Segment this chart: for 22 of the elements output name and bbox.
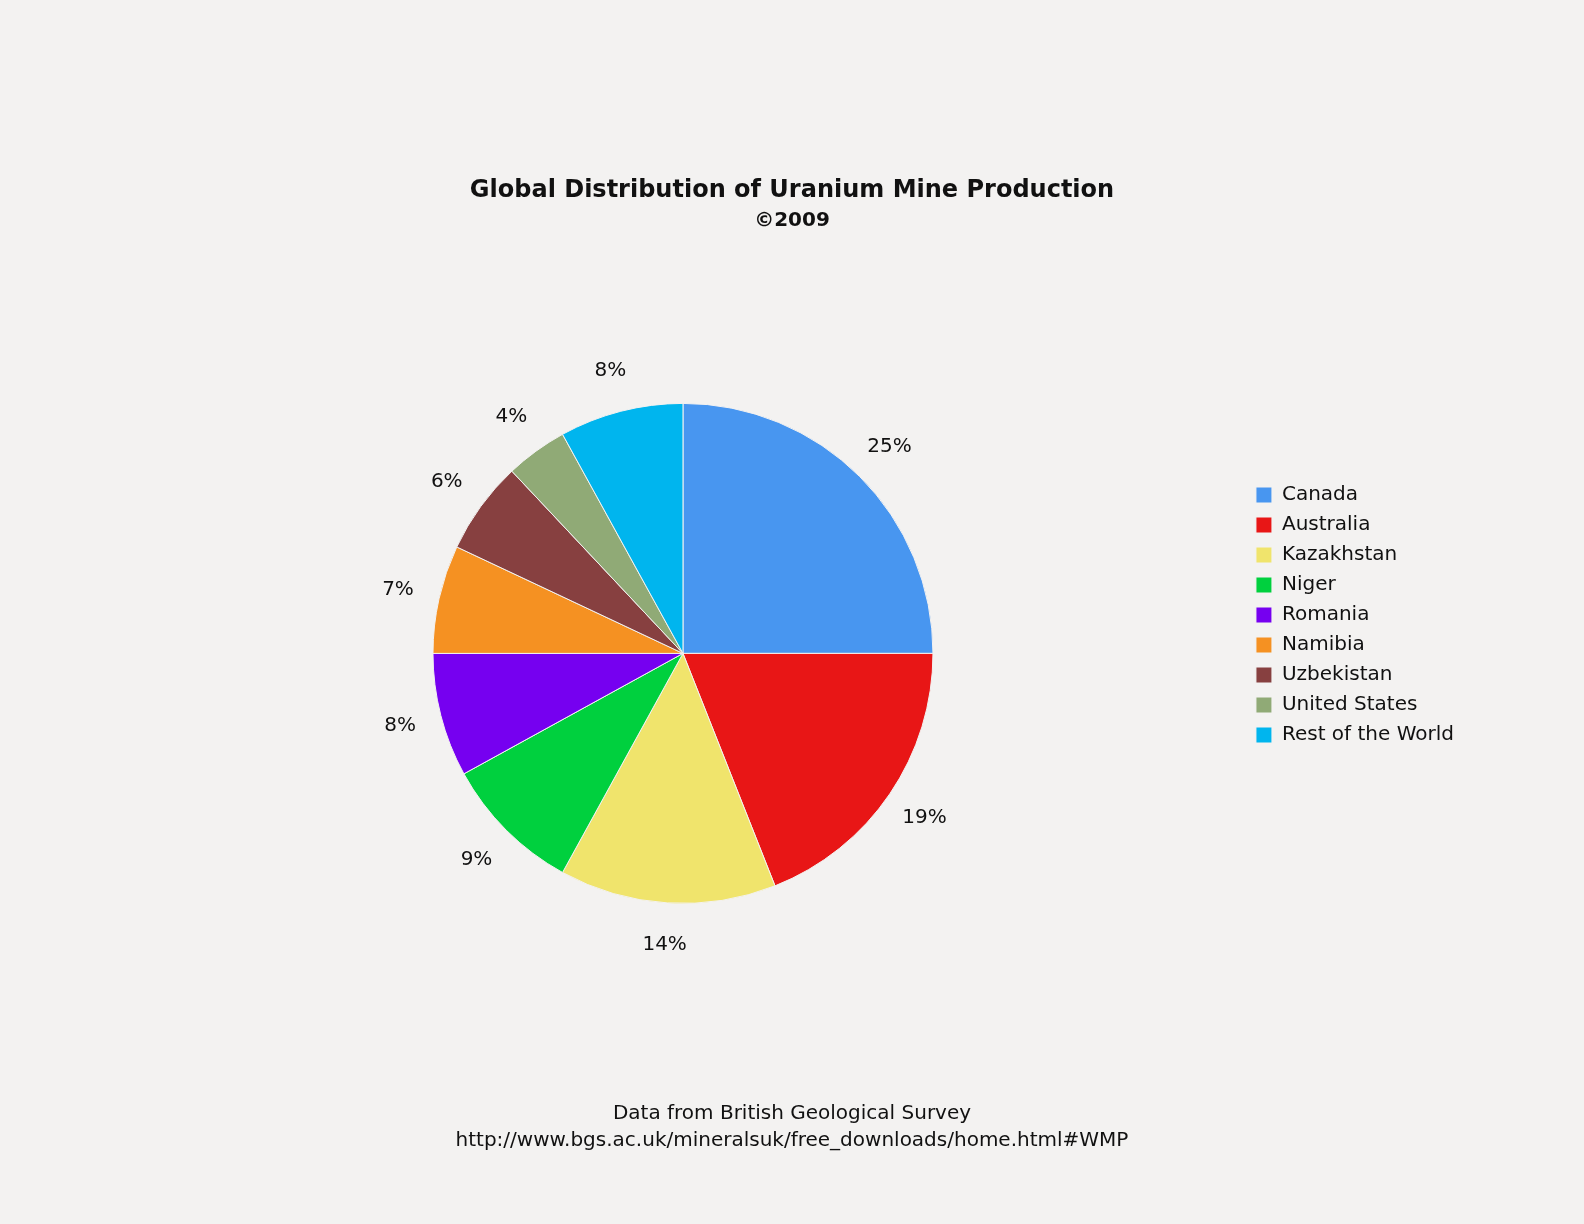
chart-subtitle: ©2009 — [754, 207, 830, 231]
legend-label: Canada — [1281, 481, 1359, 506]
data-label: 19% — [902, 803, 947, 828]
legend-label: Romania — [1281, 601, 1370, 626]
text: Data from British Geological Survey — [612, 1100, 972, 1125]
legend-label: Kazakhstan — [1281, 541, 1398, 566]
data-label: 25% — [867, 433, 912, 458]
legend-label: Australia — [1281, 511, 1371, 536]
legend-label: Rest of the World — [1281, 721, 1455, 746]
legend-label: Uzbekistan — [1281, 661, 1393, 686]
text: http://www.bgs.ac.uk/mineralsuk/free_downloads/home.html#WMP — [455, 1127, 1129, 1152]
data-label: 9% — [460, 846, 493, 871]
legend-label: United States — [1281, 691, 1418, 716]
data-label: 7% — [382, 575, 414, 600]
data-label: 14% — [642, 931, 687, 956]
data-label: 4% — [495, 403, 528, 428]
data-label: 8% — [594, 356, 627, 381]
chart-title: Global Distribution of Uranium Mine Production — [469, 174, 1115, 203]
data-label: 8% — [384, 712, 417, 737]
legend-label: Niger — [1281, 571, 1337, 596]
data-label: 6% — [430, 467, 463, 492]
legend-label: Namibia — [1281, 631, 1365, 656]
